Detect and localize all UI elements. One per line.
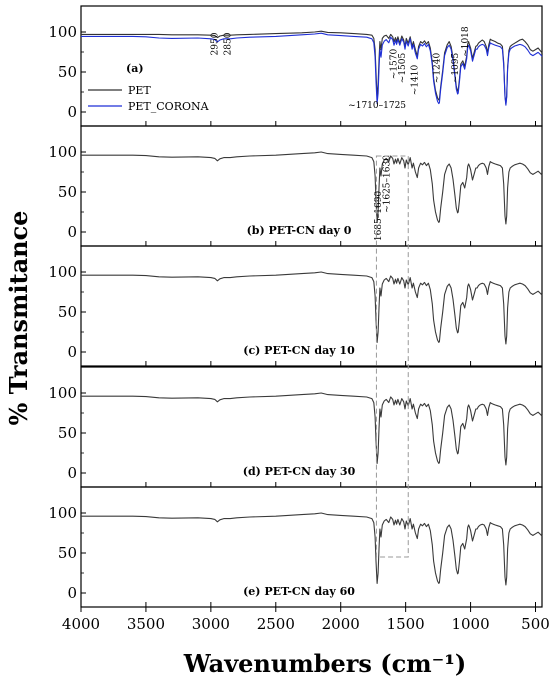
y-tick-label: 50 bbox=[58, 544, 77, 562]
peak-annotation: ~1240 bbox=[432, 53, 442, 84]
x-tick-label: 3500 bbox=[127, 615, 165, 633]
x-axis-title: Wavenumbers (cm⁻¹) bbox=[183, 649, 466, 678]
peak-annotation: ~1505 bbox=[398, 53, 408, 84]
y-tick-label: 50 bbox=[58, 424, 77, 442]
x-tick-label: 2000 bbox=[322, 615, 360, 633]
x-axis: 4000 3500 3000 2500 2000 1500 1000 500 bbox=[62, 607, 550, 633]
y-tick-label: 100 bbox=[48, 384, 77, 402]
series-pet-cn-day-60 bbox=[81, 512, 543, 586]
panel-label: (b) PET-CN day 0 bbox=[247, 224, 352, 237]
peak-annotation: 1685–1690 bbox=[374, 191, 384, 242]
peak-annotation: ~1710–1725 bbox=[348, 101, 406, 111]
x-tick-label: 4000 bbox=[62, 615, 100, 633]
panel-0: 0 50 100 (a) PET PET_CORONA 2950 2850 ~1710–1725… bbox=[48, 5, 543, 127]
panel-2: 0 50 100 (c) PET-CN day 10 bbox=[48, 245, 543, 367]
x-tick-label: 3000 bbox=[192, 615, 230, 633]
y-tick-label: 0 bbox=[67, 103, 77, 121]
legend-label: PET bbox=[128, 84, 151, 97]
panel-label: (e) PET-CN day 60 bbox=[243, 585, 355, 598]
y-tick-label: 0 bbox=[67, 223, 77, 241]
peak-annotation: 2850 bbox=[223, 32, 233, 55]
x-tick-label: 500 bbox=[521, 615, 550, 633]
panel-frame bbox=[80, 486, 543, 608]
y-tick-label: 0 bbox=[67, 343, 77, 361]
peak-annotation: ~1095 bbox=[451, 53, 461, 84]
series-pet-cn-day-30 bbox=[81, 392, 543, 466]
y-tick-label: 100 bbox=[48, 504, 77, 522]
series-pet-corona bbox=[81, 32, 543, 106]
x-tick-label: 1500 bbox=[387, 615, 425, 633]
y-tick-label: 0 bbox=[67, 464, 77, 482]
x-tick-label: 1000 bbox=[451, 615, 489, 633]
peak-annotation: ~1410 bbox=[410, 65, 420, 96]
x-tick-label: 2500 bbox=[257, 615, 295, 633]
y-tick-label: 100 bbox=[48, 23, 77, 41]
y-tick-label: 50 bbox=[58, 303, 77, 321]
series-pet-cn-day-0 bbox=[81, 151, 543, 225]
panel-frame bbox=[80, 245, 543, 367]
series-pet-cn-day-10 bbox=[81, 271, 543, 345]
panels-group: 0 50 100 (a) PET PET_CORONA 2950 2850 ~1710–1725… bbox=[48, 5, 543, 608]
peak-annotation: ~1625–1630 bbox=[382, 155, 392, 213]
y-tick-label: 50 bbox=[58, 63, 77, 81]
panel-1: 0 50 100 (b) PET-CN day 0 1685–1690~1625–163… bbox=[48, 125, 543, 247]
legend-label: PET_CORONA bbox=[128, 100, 210, 113]
y-axis-title: % Transmitance bbox=[4, 211, 33, 426]
peak-annotation: 2950 bbox=[210, 32, 220, 55]
panel-3: 0 50 100 (d) PET-CN day 30 bbox=[48, 366, 543, 488]
peak-annotation: ~1570 bbox=[390, 49, 400, 80]
y-tick-label: 50 bbox=[58, 183, 77, 201]
y-tick-label: 0 bbox=[67, 584, 77, 602]
peak-annotation: ~1018 bbox=[461, 26, 471, 57]
y-tick-label: 100 bbox=[48, 263, 77, 281]
panel-label: (a) bbox=[126, 62, 144, 75]
panel-4: 0 50 100 (e) PET-CN day 60 bbox=[48, 486, 543, 608]
highlight-box bbox=[375, 155, 409, 558]
y-tick-label: 100 bbox=[48, 143, 77, 161]
panel-label: (d) PET-CN day 30 bbox=[243, 465, 356, 478]
panel-label: (c) PET-CN day 10 bbox=[243, 344, 355, 357]
